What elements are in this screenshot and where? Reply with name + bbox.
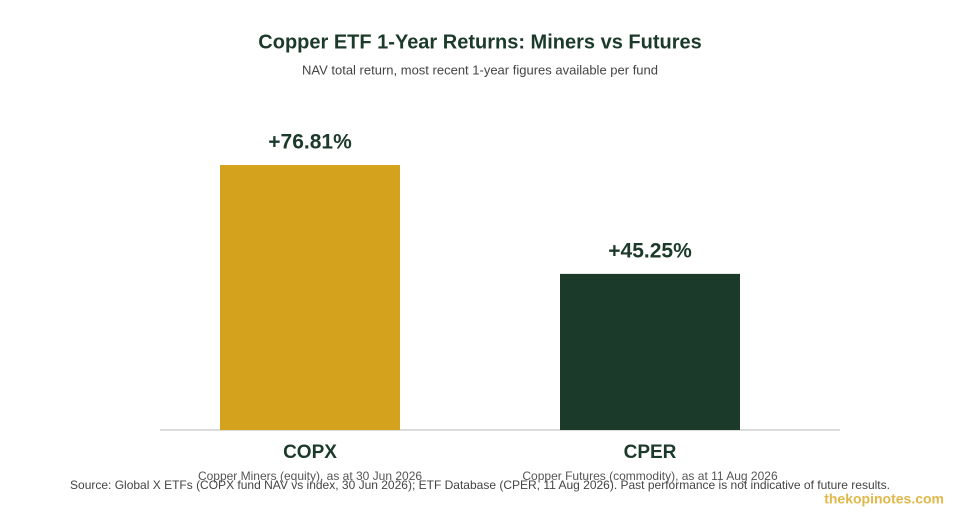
source-note: Source: Global X ETFs (COPX fund NAV vs … — [70, 478, 890, 492]
chart-subtitle: NAV total return, most recent 1-year fig… — [302, 62, 658, 77]
value-label: +45.25% — [608, 239, 692, 262]
bar — [220, 165, 400, 430]
chart-title: Copper ETF 1-Year Returns: Miners vs Fut… — [258, 31, 701, 53]
value-label: +76.81% — [268, 131, 352, 154]
watermark: thekopinotes.com — [824, 491, 944, 507]
x-tick-label: CPER — [624, 442, 677, 463]
x-tick-label: COPX — [283, 442, 337, 463]
category-note: Copper Miners (equity), as at 30 Jun 202… — [198, 469, 422, 483]
bar — [560, 273, 740, 430]
category-note: Copper Futures (commodity), as at 11 Aug… — [522, 469, 778, 483]
